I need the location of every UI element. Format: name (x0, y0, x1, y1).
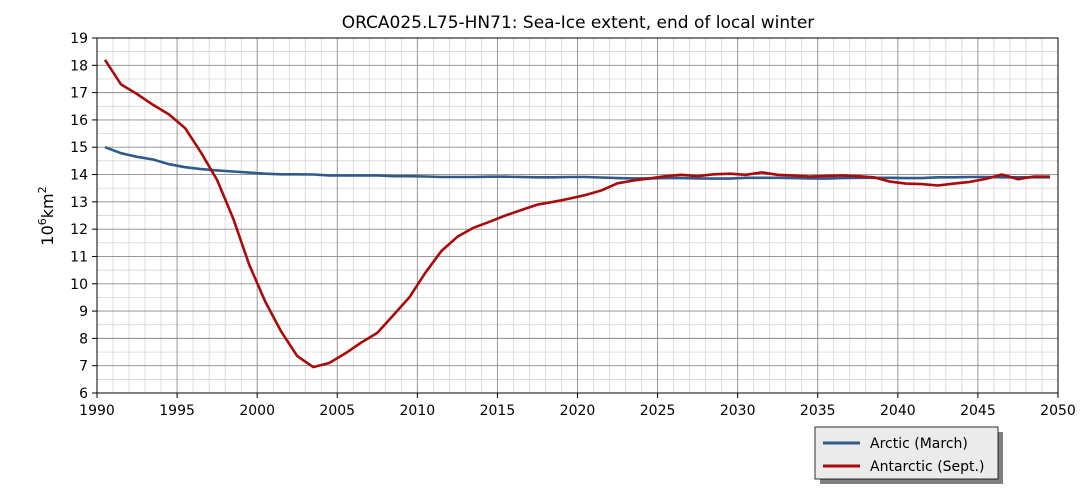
chart-title: ORCA025.L75-HN71: Sea-Ice extent, end of… (342, 13, 815, 33)
legend-label-arctic: Arctic (March) (870, 436, 968, 452)
y-tick-label: 16 (70, 113, 88, 129)
y-tick-label: 18 (70, 58, 88, 74)
x-tick-label: 2045 (960, 403, 996, 419)
x-axis: 1990 1995 2000 2005 2010 2015 2020 2025 2030 2035… (79, 393, 1076, 419)
y-tick-label: 17 (70, 86, 88, 102)
y-tick-label: 11 (70, 249, 88, 265)
x-tick-label: 2010 (400, 403, 436, 419)
x-tick-label: 2025 (640, 403, 676, 419)
y-tick-label: 9 (79, 304, 88, 320)
x-tick-label: 1995 (159, 403, 195, 419)
legend-box (814, 426, 999, 480)
y-tick-label: 7 (79, 359, 88, 375)
y-label-exp: 6 (36, 218, 49, 225)
x-tick-label: 2030 (720, 403, 756, 419)
y-label-base: 10 (38, 225, 57, 245)
series-layer (103, 59, 1051, 369)
x-tick-label: 2000 (239, 403, 275, 419)
y-axis: 6 7 8 9 10 11 12 13 14 15 16 17 18 19 (70, 31, 97, 402)
legend-label-antarctic: Antarctic (Sept.) (870, 459, 984, 475)
y-tick-label: 19 (70, 31, 88, 47)
y-tick-label: 14 (70, 168, 88, 184)
series-line-antarctic (103, 59, 1051, 369)
x-tick-label: 2020 (560, 403, 596, 419)
x-tick-label: 2015 (480, 403, 516, 419)
x-tick-label: 1990 (79, 403, 115, 419)
y-tick-label: 15 (70, 140, 88, 156)
y-tick-label: 8 (79, 331, 88, 347)
y-tick-label: 13 (70, 195, 88, 211)
y-label-unit-exp: 2 (36, 186, 49, 193)
y-tick-label: 12 (70, 222, 88, 238)
x-tick-label: 2035 (800, 403, 836, 419)
series-line-arctic (104, 145, 1050, 180)
y-tick-label: 6 (79, 386, 88, 402)
legend: Arctic (March) Antarctic (Sept.) (814, 426, 1003, 484)
x-tick-label: 2040 (880, 403, 916, 419)
y-label-unit: km (38, 193, 57, 218)
x-tick-label: 2050 (1040, 403, 1076, 419)
x-tick-label: 2005 (319, 403, 355, 419)
y-axis-label: 106km2 (36, 186, 57, 245)
y-tick-label: 10 (70, 277, 88, 293)
